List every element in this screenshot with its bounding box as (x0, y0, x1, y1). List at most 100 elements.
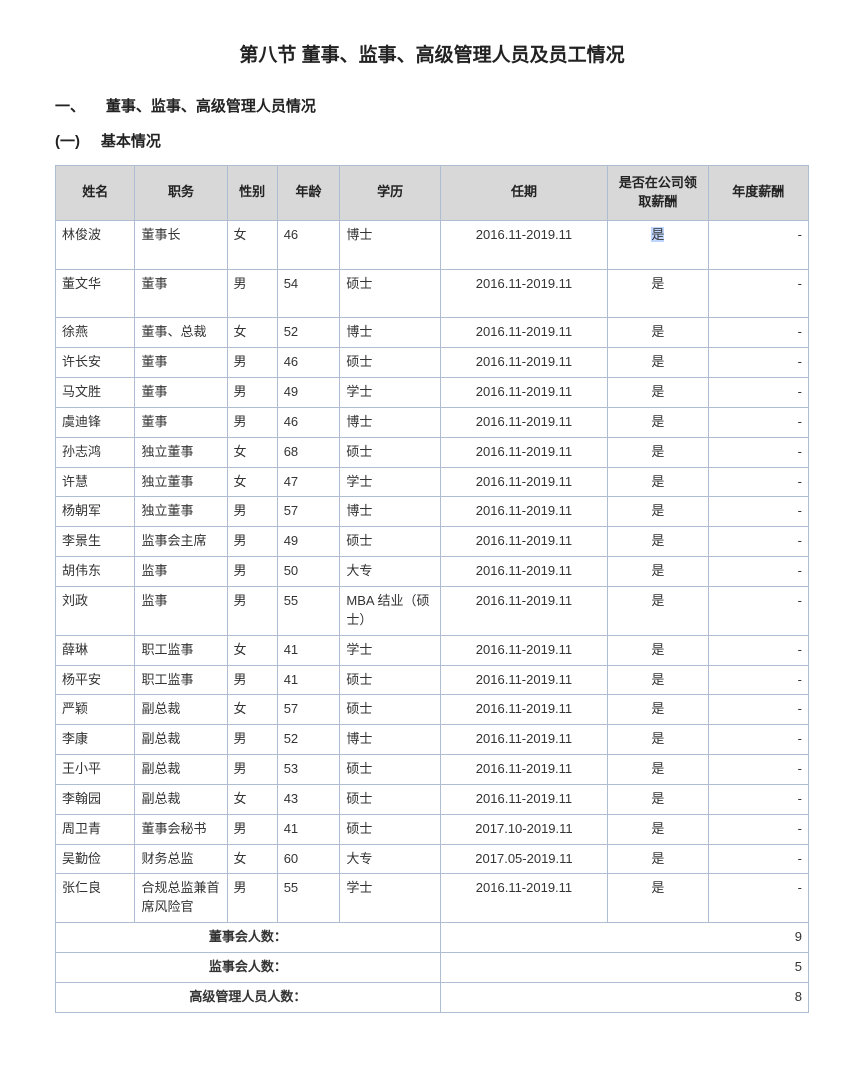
table-row: 许慧独立董事女47学士2016.11-2019.11是- (56, 467, 809, 497)
table-row: 王小平副总裁男53硕士2016.11-2019.11是- (56, 755, 809, 785)
table-row: 李康副总裁男52博士2016.11-2019.11是- (56, 725, 809, 755)
table-header-row: 姓名职务性别年龄学历任期是否在公司领取薪酬年度薪酬 (56, 166, 809, 221)
table-cell: 2016.11-2019.11 (440, 318, 607, 348)
table-cell: 独立董事 (135, 437, 227, 467)
table-cell: 董事长 (135, 220, 227, 269)
table-cell: - (708, 814, 808, 844)
table-foot: 董事会人数：9监事会人数：5高级管理人员人数：8 (56, 923, 809, 1013)
table-cell: 硕士 (340, 784, 440, 814)
table-cell: 男 (227, 527, 277, 557)
table-row: 李景生监事会主席男49硕士2016.11-2019.11是- (56, 527, 809, 557)
section-1-title: 董事、监事、高级管理人员情况 (106, 98, 316, 115)
table-cell: 2016.11-2019.11 (440, 755, 607, 785)
table-cell: 董事、总裁 (135, 318, 227, 348)
table-cell: 监事会主席 (135, 527, 227, 557)
table-cell: 硕士 (340, 527, 440, 557)
table-cell: 女 (227, 784, 277, 814)
table-cell: 是 (608, 557, 708, 587)
table-cell: 是 (608, 665, 708, 695)
table-cell: 是 (608, 814, 708, 844)
section-1-1-title: 基本情况 (101, 133, 161, 150)
col-header: 学历 (340, 166, 440, 221)
table-cell: 马文胜 (56, 378, 135, 408)
table-cell: 是 (608, 784, 708, 814)
col-header: 年度薪酬 (708, 166, 808, 221)
table-cell: 严颖 (56, 695, 135, 725)
table-cell: - (708, 635, 808, 665)
summary-row: 董事会人数：9 (56, 923, 809, 953)
table-cell: 男 (227, 874, 277, 923)
table-cell: - (708, 407, 808, 437)
table-cell: 男 (227, 755, 277, 785)
table-cell: - (708, 784, 808, 814)
table-cell: 是 (608, 269, 708, 318)
summary-value: 5 (440, 952, 808, 982)
table-cell: 女 (227, 318, 277, 348)
table-cell: 53 (277, 755, 340, 785)
table-cell: 是 (608, 467, 708, 497)
table-cell: 2016.11-2019.11 (440, 557, 607, 587)
table-cell: 女 (227, 695, 277, 725)
table-row: 薛琳职工监事女41学士2016.11-2019.11是- (56, 635, 809, 665)
table-cell: 43 (277, 784, 340, 814)
table-cell: 男 (227, 665, 277, 695)
table-row: 马文胜董事男49学士2016.11-2019.11是- (56, 378, 809, 408)
table-row: 徐燕董事、总裁女52博士2016.11-2019.11是- (56, 318, 809, 348)
table-cell: 财务总监 (135, 844, 227, 874)
table-cell: 许长安 (56, 348, 135, 378)
table-cell: 监事 (135, 557, 227, 587)
table-cell: 董事 (135, 348, 227, 378)
table-cell: 是 (608, 844, 708, 874)
summary-row: 高级管理人员人数：8 (56, 982, 809, 1012)
table-cell: 职工监事 (135, 635, 227, 665)
table-cell: 董事会秘书 (135, 814, 227, 844)
table-row: 刘政监事男55MBA 结业（硕士）2016.11-2019.11是- (56, 586, 809, 635)
table-cell: 胡伟东 (56, 557, 135, 587)
table-cell: 孙志鸿 (56, 437, 135, 467)
table-row: 张仁良合规总监兼首席风险官男55学士2016.11-2019.11是- (56, 874, 809, 923)
table-cell: 男 (227, 586, 277, 635)
table-cell: - (708, 220, 808, 269)
table-cell: - (708, 665, 808, 695)
table-cell: 是 (608, 635, 708, 665)
col-header: 年龄 (277, 166, 340, 221)
table-cell: 男 (227, 497, 277, 527)
table-cell: 2016.11-2019.11 (440, 784, 607, 814)
selected-text: 是 (651, 227, 664, 242)
table-cell: 硕士 (340, 437, 440, 467)
table-cell: 41 (277, 814, 340, 844)
table-cell: 李景生 (56, 527, 135, 557)
table-cell: 林俊波 (56, 220, 135, 269)
table-cell: 监事 (135, 586, 227, 635)
table-cell: 女 (227, 437, 277, 467)
personnel-table: 姓名职务性别年龄学历任期是否在公司领取薪酬年度薪酬 林俊波董事长女46博士201… (55, 165, 809, 1013)
table-cell: 男 (227, 814, 277, 844)
table-cell: - (708, 586, 808, 635)
summary-label: 董事会人数： (56, 923, 441, 953)
table-cell: 硕士 (340, 755, 440, 785)
table-cell: 是 (608, 220, 708, 269)
table-cell: - (708, 348, 808, 378)
col-header: 任期 (440, 166, 607, 221)
table-cell: - (708, 695, 808, 725)
table-cell: 是 (608, 586, 708, 635)
table-cell: - (708, 437, 808, 467)
table-cell: 49 (277, 527, 340, 557)
table-row: 杨平安职工监事男41硕士2016.11-2019.11是- (56, 665, 809, 695)
table-cell: 副总裁 (135, 695, 227, 725)
section-1-1-heading: (一) 基本情况 (55, 130, 809, 151)
table-cell: 女 (227, 844, 277, 874)
table-cell: 2017.10-2019.11 (440, 814, 607, 844)
section-1-heading: 一、 董事、监事、高级管理人员情况 (55, 95, 809, 116)
table-cell: 52 (277, 725, 340, 755)
table-cell: 独立董事 (135, 467, 227, 497)
page-title: 第八节 董事、监事、高级管理人员及员工情况 (55, 40, 809, 67)
table-cell: 学士 (340, 467, 440, 497)
section-1-prefix: 一、 (55, 98, 85, 115)
table-cell: 王小平 (56, 755, 135, 785)
table-cell: - (708, 497, 808, 527)
table-cell: 是 (608, 348, 708, 378)
table-cell: 男 (227, 407, 277, 437)
summary-label: 监事会人数： (56, 952, 441, 982)
table-cell: 硕士 (340, 269, 440, 318)
